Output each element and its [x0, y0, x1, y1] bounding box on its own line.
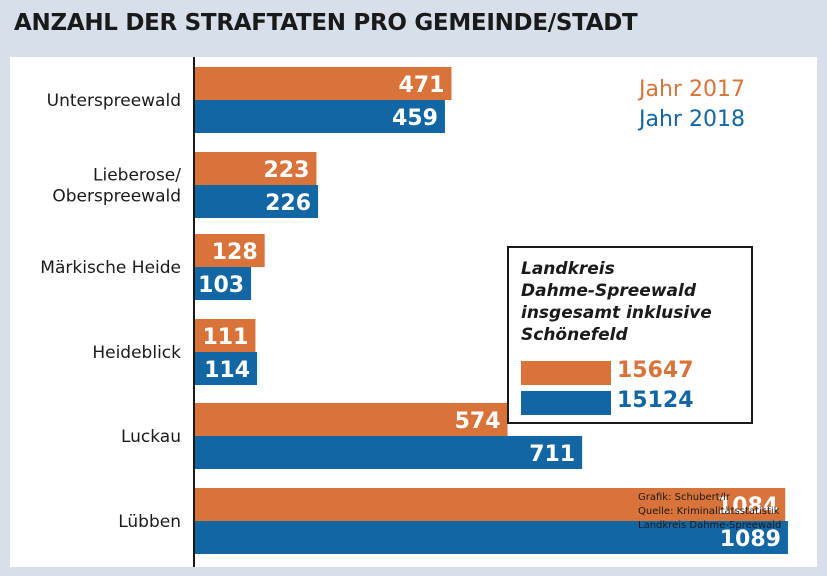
credits: Grafik: Schubert/lr Quelle: Kriminalität…	[638, 491, 781, 533]
total-swatch-2018	[521, 391, 611, 415]
category-label: Lübben	[118, 512, 181, 532]
bar-value-label-2018: 103	[198, 273, 244, 298]
bar-value-label-2017: 471	[399, 73, 445, 98]
category-label: Unterspreewald	[47, 91, 181, 111]
credit-source: Quelle: Kriminalitätsstatistik	[638, 506, 780, 517]
bar-value-label-2018: 1089	[720, 527, 781, 552]
bar-value-label-2018: 226	[265, 191, 311, 216]
credit-source-org: Landkreis Dahme-Spreewald	[638, 520, 782, 531]
legend-2017: Jahr 2017	[639, 77, 745, 102]
bar-2018	[195, 267, 252, 300]
bar-2017	[195, 403, 508, 436]
category-label: Märkische Heide	[40, 258, 181, 278]
bar-2017	[195, 152, 317, 185]
bar-value-label-2018: 711	[529, 442, 575, 467]
bar-value-label-2018: 459	[392, 106, 438, 131]
bar-value-label-2017: 1084	[717, 494, 778, 519]
credit-graphic: Grafik: Schubert/lr	[638, 492, 730, 503]
bar-value-label-2017: 223	[263, 158, 309, 183]
totals-box: Landkreis Dahme-Spreewald insgesamt inkl…	[507, 246, 753, 424]
chart-title: ANZAHL DER STRAFTATEN PRO GEMEINDE/STADT	[0, 0, 827, 46]
bar-value-label-2017: 574	[455, 409, 501, 434]
totals-heading: Landkreis Dahme-Spreewald insgesamt inkl…	[521, 259, 712, 345]
legend-2018: Jahr 2018	[639, 107, 745, 132]
bar-value-label-2017: 111	[203, 325, 249, 350]
bar-2017	[195, 67, 452, 100]
bar-2017	[195, 319, 256, 352]
bar-2017	[195, 234, 265, 267]
category-label: Lieberose/Oberspreewald	[52, 166, 181, 207]
bar-chart: Unterspreewald 471 459 Lieberose/Oberspreew…	[40, 57, 788, 567]
bar-2018	[195, 352, 258, 385]
bar-2018	[195, 185, 319, 218]
bar-value-label-2018: 114	[204, 358, 250, 383]
chart-panel: Unterspreewald 471 459 Lieberose/Oberspreew…	[10, 57, 817, 567]
total-value-2018: 15124	[617, 388, 694, 413]
category-label: Luckau	[121, 427, 181, 447]
bar-value-label-2017: 128	[212, 240, 258, 265]
category-label: Heideblick	[92, 343, 181, 363]
bar-2018	[195, 521, 788, 554]
total-value-2017: 15647	[617, 358, 694, 383]
bar-2017	[195, 488, 786, 521]
total-swatch-2017	[521, 361, 611, 385]
bar-2018	[195, 436, 583, 469]
bar-2018	[195, 100, 445, 133]
